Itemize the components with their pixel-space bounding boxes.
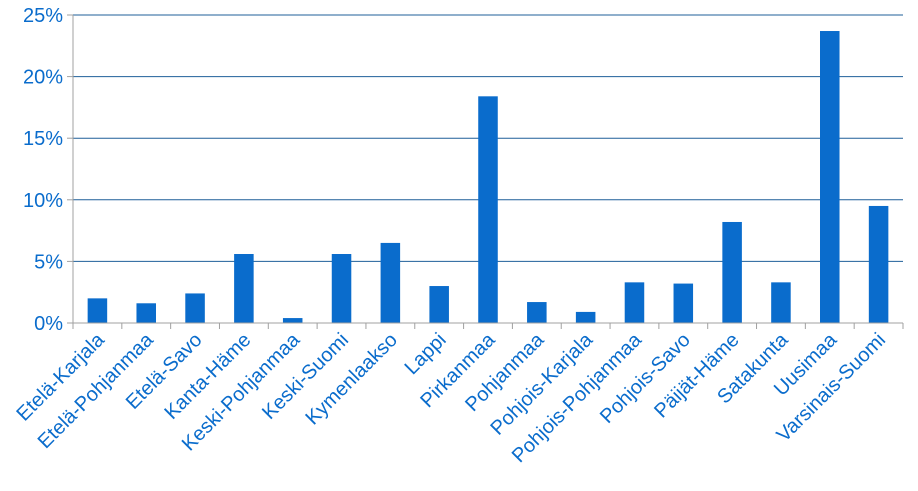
bar: [185, 293, 205, 323]
y-tick-label: 0%: [34, 313, 63, 335]
bar: [478, 96, 498, 323]
bar: [771, 282, 791, 323]
bar: [722, 221, 742, 323]
axes: [67, 14, 904, 329]
y-tick-labels: 0% 5% 10% 15% 20% 25%: [23, 5, 63, 335]
bar: [527, 302, 547, 323]
bar: [575, 311, 596, 323]
bar: [331, 254, 352, 323]
bars: [87, 31, 889, 324]
bar: [624, 282, 645, 323]
bar: [87, 298, 108, 323]
bar: [868, 205, 889, 323]
y-tick-label: 20%: [23, 67, 63, 89]
bar: [673, 283, 694, 323]
bar: [380, 242, 401, 323]
bar: [136, 303, 156, 323]
bar: [820, 31, 840, 324]
y-tick-label: 5%: [34, 251, 63, 273]
bar: [429, 286, 449, 323]
y-tick-label: 25%: [23, 5, 63, 27]
y-tick-label: 10%: [23, 190, 63, 212]
x-tick-labels: Etelä-KarjalaEtelä-PohjanmaaEtelä-SavoKa…: [12, 328, 890, 467]
bar: [234, 254, 254, 323]
y-tick-label: 15%: [23, 128, 63, 150]
bar: [282, 318, 303, 323]
